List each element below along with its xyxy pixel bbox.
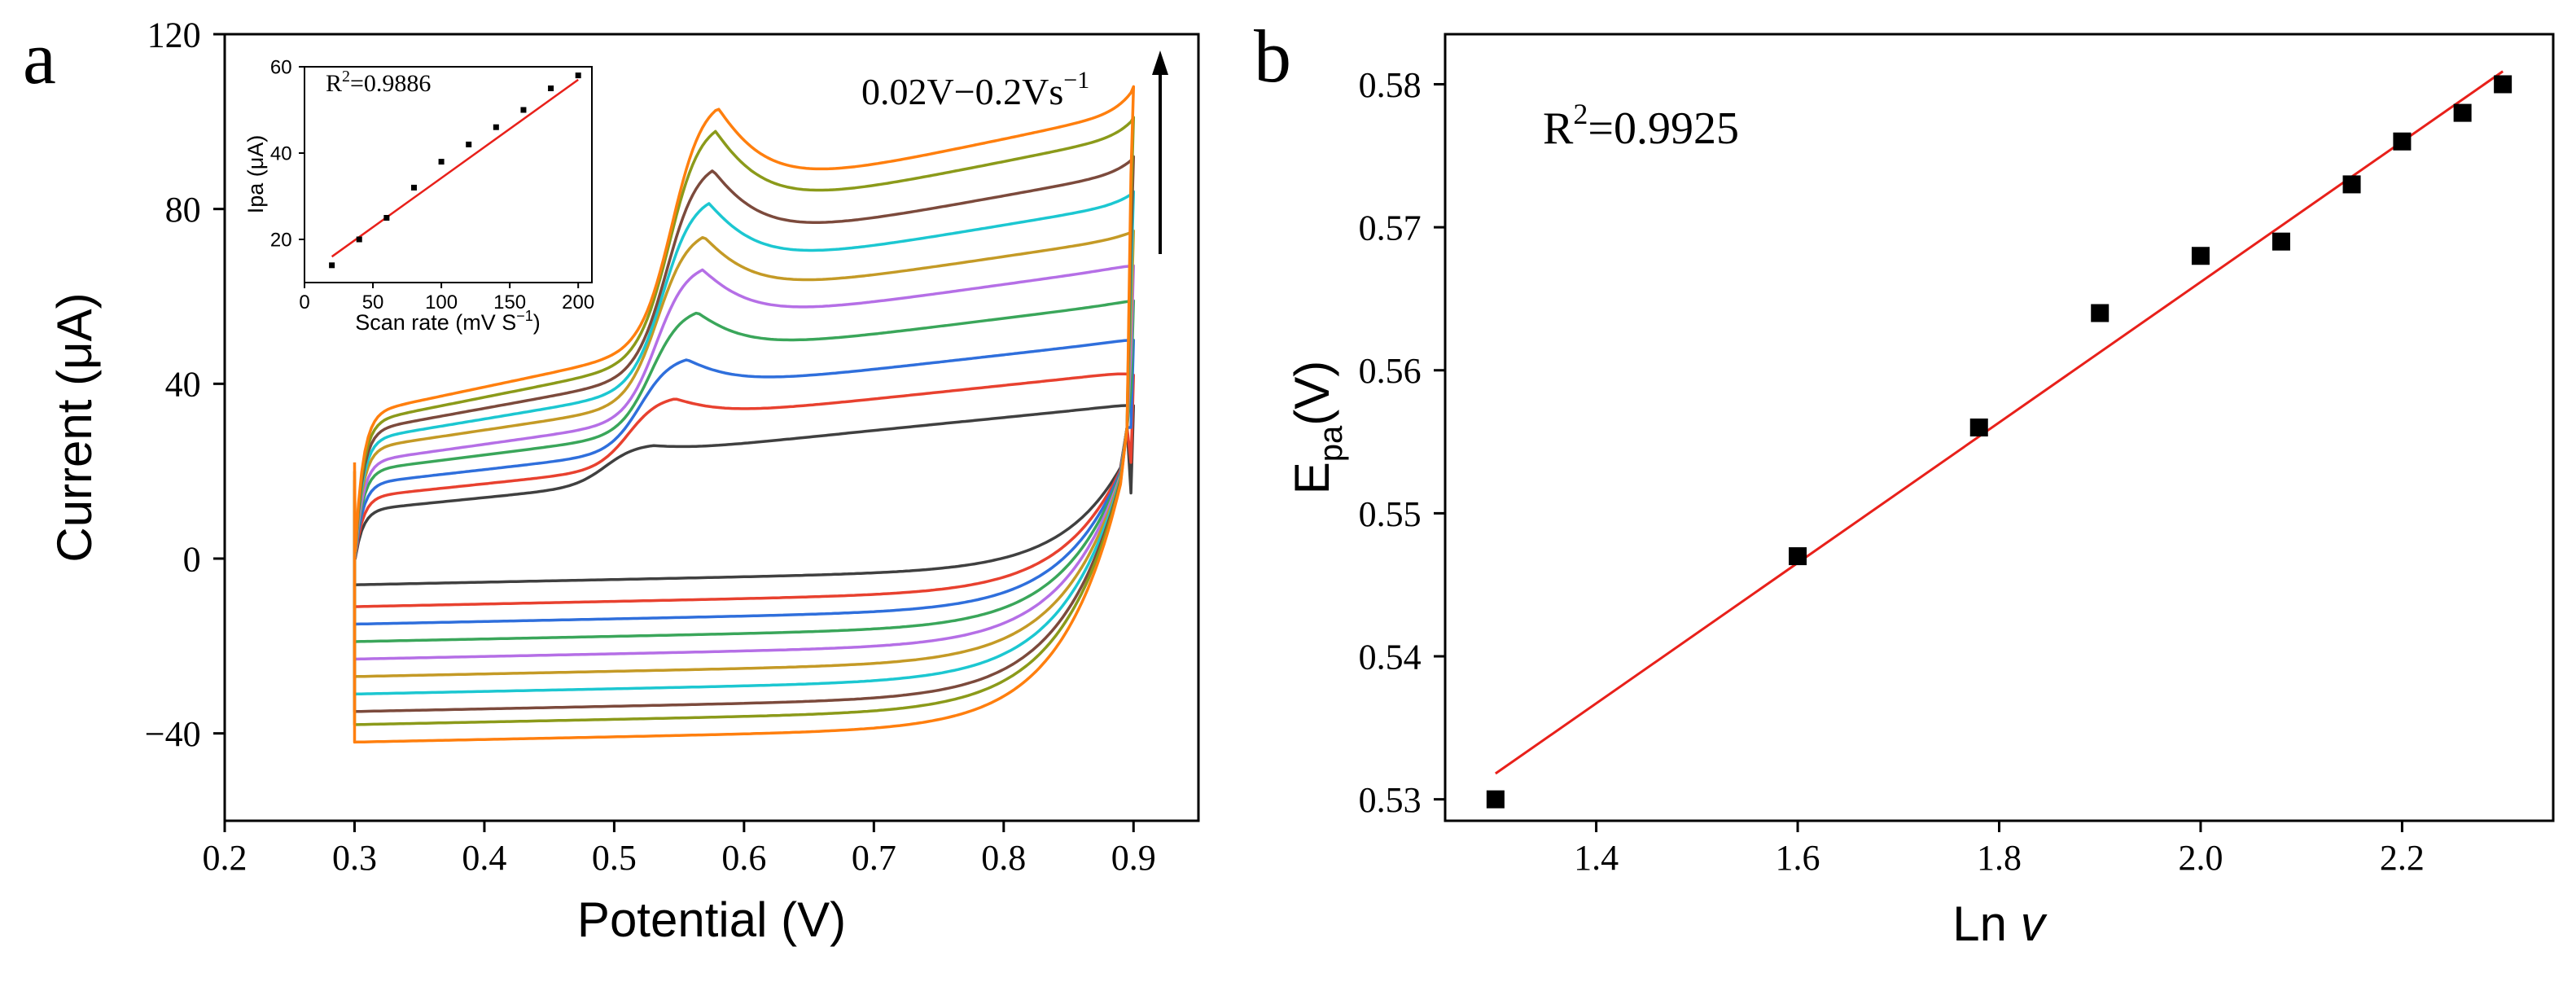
y-tick-label: 80 [165,190,201,230]
x-tick-label: 0.3 [332,838,377,878]
cv-series-2 [353,372,1136,608]
panel-label-a: a [23,16,56,99]
cv-series-10 [353,85,1136,744]
inset-point-7 [493,124,499,130]
inset-point-6 [466,141,472,147]
cv-y-axis-label: Current (μA) [47,292,102,562]
y-tick-label: 0.54 [1359,637,1422,677]
x-tick-label: 0.6 [721,838,766,878]
x-tick-label: 0.2 [203,838,248,878]
tafel-r2-r: R [1543,103,1574,154]
y-tick-label: 0.56 [1359,351,1422,391]
tafel-point-10 [2494,75,2512,94]
scan-rate-annotation-sup: −1 [1063,67,1089,94]
increase-arrow [1152,50,1168,254]
inset-point-8 [520,107,527,113]
tafel-r2-sup: 2 [1573,98,1588,130]
x-tick-label: 2.2 [2380,838,2425,878]
y-tick-label: 40 [165,365,201,405]
inset-r2-value: =0.9886 [350,70,431,97]
inset-point-1 [329,262,335,269]
x-tick-label: 0.4 [462,838,506,878]
cv-curves [353,85,1136,744]
tafel-x-label-italic: v [2021,897,2048,951]
inset-chart: 0 50 100 150 200 20 40 60 R2=0.9886 Scan rate (… [243,56,594,335]
x-tick-label: 1.8 [1977,838,2022,878]
tafel-fit-line-group [1495,70,2504,775]
tafel-point-6 [2272,232,2290,251]
tafel-point-9 [2453,103,2472,122]
y-tick-label: 0.55 [1359,494,1422,534]
panel-label-b: b [1254,15,1291,98]
y-tick-label: 20 [270,229,292,251]
cv-axes: 0.2 0.3 0.4 0.5 0.6 0.7 0.8 0.9 −40 0 40 80 120 [145,15,1156,878]
tafel-axes: 1.4 1.6 1.8 2.0 2.2 0.53 0.54 0.55 0.56 0.57 0.58 [1359,65,2425,878]
inset-r2-r: R [326,70,342,97]
tafel-point-8 [2393,132,2412,151]
y-tick-label: 40 [270,142,292,164]
tafel-panel: 1.4 1.6 1.8 2.0 2.20.530.540.550.560.570.58 … [1285,33,2555,951]
tafel-x-axis-label: Ln v [1952,897,2047,951]
tafel-point-5 [2191,247,2210,265]
inset-points [329,72,581,269]
y-tick-label: −40 [145,714,201,754]
tafel-point-3 [1969,419,1988,436]
cv-x-axis-label: Potential (V) [577,892,846,947]
tafel-points [1486,75,2512,809]
x-tick-label: 200 [562,292,594,313]
inset-r2-sup: 2 [342,68,350,85]
inset-x-label-sup: −1 [516,308,533,324]
x-tick-label: 150 [493,292,526,313]
x-tick-label: 0.9 [1111,838,1156,878]
scan-rate-annotation: 0.02V−0.2Vs−1 [861,67,1089,112]
cv-plot-frame [223,33,1200,822]
inset-y-axis-label: Ipa (μA) [243,135,268,214]
inset-x-axis-label: Scan rate (mV S−1) [355,308,541,335]
inset-point-10 [575,72,581,79]
inset-fit-line-group [331,78,579,258]
tafel-y-axis-label: Epa(V) [1285,361,1349,495]
tafel-r2-value: =0.9925 [1588,103,1739,154]
inset-point-5 [438,159,445,165]
y-tick-label: 60 [270,56,292,78]
tafel-y-label-sub: pa [1313,425,1349,462]
x-tick-label: 1.4 [1574,838,1619,878]
inset-point-9 [548,85,554,91]
y-tick-label: 0.57 [1359,208,1422,248]
tafel-r2-label: R2=0.9925 [1543,98,1739,154]
x-tick-label: 0 [299,292,309,313]
cv-panel: 0.2 0.3 0.4 0.5 0.6 0.7 0.8 0.9 −40 0 40 80 120 Pote… [47,15,1200,947]
tafel-point-4 [2091,304,2109,322]
y-tick-label: 0.58 [1359,65,1422,105]
tafel-y-label-e: E [1285,462,1339,494]
x-tick-label: 0.7 [852,838,896,878]
y-tick-label: 0 [183,539,201,579]
inset-point-2 [356,236,362,243]
inset-x-label-text: Scan rate (mV S [355,310,516,335]
tafel-point-1 [1486,790,1505,809]
inset-axes: 0 50 100 150 200 20 40 60 [270,56,594,313]
y-tick-label: 120 [147,15,201,55]
y-tick-label: 0.53 [1359,780,1422,820]
x-tick-label: 0.8 [981,838,1026,878]
inset-plot-frame [304,66,593,283]
tafel-y-label-close: (V) [1285,361,1339,426]
x-tick-label: 2.0 [2178,838,2223,878]
scan-rate-annotation-text: 0.02V−0.2Vs [861,71,1063,112]
x-tick-label: 0.5 [592,838,637,878]
x-tick-label: 100 [425,292,458,313]
x-tick-label: 1.6 [1776,838,1820,878]
tafel-fit-line [1495,70,2504,775]
inset-r2-label: R2=0.9886 [326,68,431,97]
tafel-point-7 [2342,175,2361,194]
tafel-point-2 [1789,547,1807,566]
inset-fit-line [331,78,579,258]
inset-point-4 [410,184,417,191]
inset-x-label-close: ) [533,310,541,335]
x-tick-label: 50 [362,292,384,313]
tafel-x-label-text: Ln [1952,897,2007,951]
inset-point-3 [383,215,390,221]
